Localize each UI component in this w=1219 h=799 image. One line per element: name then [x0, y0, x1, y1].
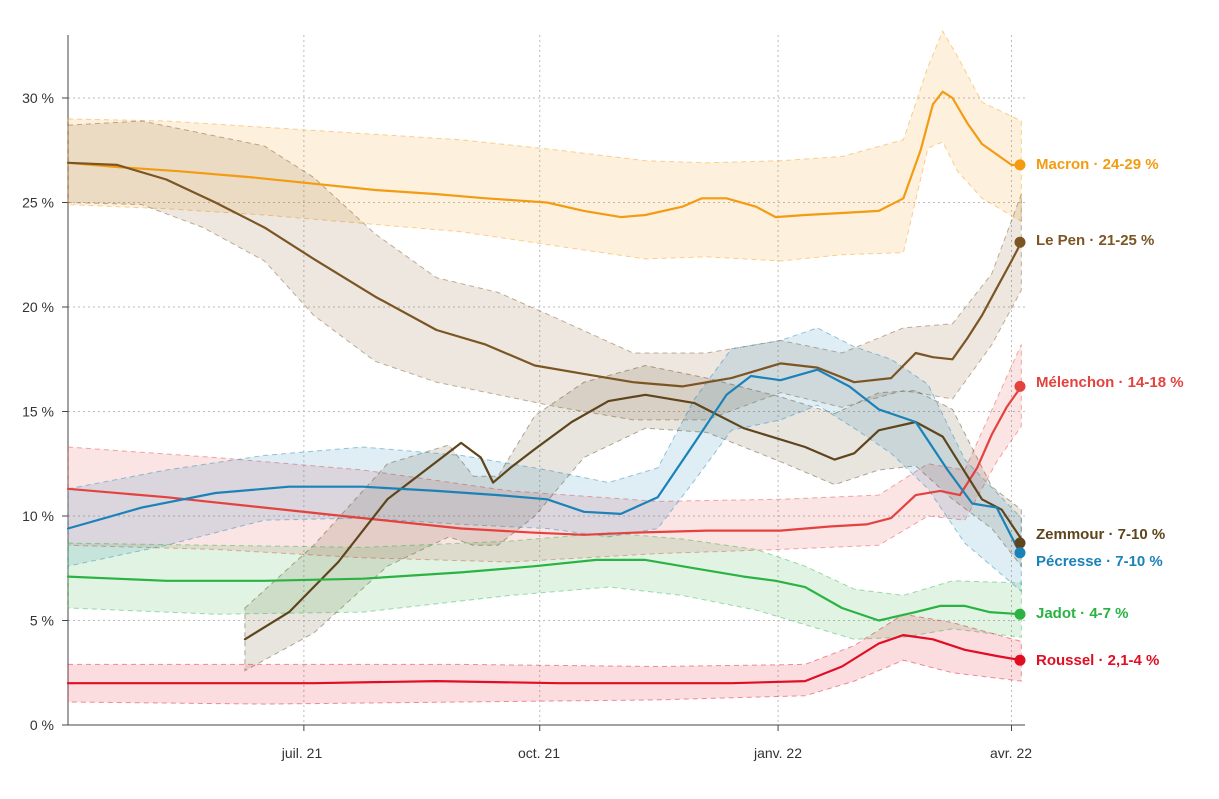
macron-end-dot — [1014, 159, 1026, 171]
x-tick-label-apr: avr. 22 — [990, 745, 1032, 761]
y-tick-label-30: 30 % — [22, 90, 54, 106]
y-tick-label-25: 25 % — [22, 195, 54, 211]
zemmour-end-dot — [1014, 537, 1026, 549]
jadot-trend-line — [66, 558, 1023, 622]
y-tick-label-15: 15 % — [22, 404, 54, 420]
x-tick-label-oct: oct. 21 — [518, 745, 560, 761]
series-end-dots — [1014, 159, 1026, 666]
roussel-end-dot — [1014, 654, 1026, 666]
le-pen-label: Le Pen · 21-25 % — [1036, 232, 1154, 249]
confidence-bands — [67, 30, 1022, 705]
melenchon-end-dot — [1014, 380, 1026, 392]
macron-trend-line — [66, 90, 1023, 219]
pecresse-label: Pécresse · 7-10 % — [1036, 553, 1163, 570]
melenchon-confidence-band — [67, 344, 1022, 563]
zemmour-label: Zemmour · 7-10 % — [1036, 526, 1165, 543]
x-tick-label-jan: janv. 22 — [753, 745, 802, 761]
y-tick-label-10: 10 % — [22, 508, 54, 524]
tick-labels: 0 % 5 % 10 % 15 % 20 % 25 % 30 % juil. 2… — [22, 90, 1032, 761]
series-lines — [66, 90, 1023, 685]
zemmour-confidence-band — [244, 365, 1022, 672]
jadot-label: Jadot · 4-7 % — [1036, 605, 1129, 622]
series-labels: Macron · 24-29 % Le Pen · 21-25 % Mélencho… — [1036, 156, 1184, 669]
jadot-end-dot — [1014, 608, 1026, 620]
le-pen-trend-line — [66, 161, 1023, 388]
y-tick-label-5: 5 % — [30, 613, 54, 629]
roussel-label: Roussel · 2,1-4 % — [1036, 652, 1159, 669]
melenchon-label: Mélenchon · 14-18 % — [1036, 374, 1184, 391]
le-pen-confidence-band — [67, 120, 1022, 421]
axes — [62, 35, 1025, 731]
melenchon-trend-line — [66, 385, 1023, 536]
roussel-trend-line — [66, 634, 1023, 685]
y-tick-label-0: 0 % — [30, 717, 54, 733]
pecresse-confidence-band — [67, 327, 1022, 593]
macron-label: Macron · 24-29 % — [1036, 156, 1159, 173]
pecresse-trend-line — [66, 368, 1023, 557]
pecresse-end-dot — [1014, 547, 1026, 559]
le-pen-end-dot — [1014, 236, 1026, 248]
zemmour-trend-line — [243, 393, 1023, 641]
y-tick-label-20: 20 % — [22, 299, 54, 315]
x-tick-label-jul: juil. 21 — [281, 745, 323, 761]
jadot-confidence-band — [67, 532, 1022, 640]
macron-confidence-band — [67, 30, 1022, 262]
